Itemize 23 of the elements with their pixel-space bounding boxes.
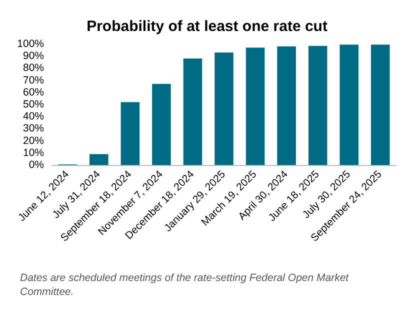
bar bbox=[308, 46, 328, 165]
y-tick-label: 50% bbox=[22, 98, 44, 110]
bar bbox=[214, 52, 234, 165]
y-tick-label: 90% bbox=[22, 50, 44, 62]
bar bbox=[183, 58, 202, 165]
y-tick-label: 60% bbox=[22, 86, 44, 98]
y-tick-label: 80% bbox=[22, 62, 44, 74]
y-tick-label: 10% bbox=[22, 146, 44, 159]
y-tick-label: 30% bbox=[22, 122, 44, 135]
y-tick-label: 20% bbox=[22, 134, 44, 147]
chart-title: Probability of at least one rate cut bbox=[86, 18, 328, 35]
bar bbox=[246, 48, 265, 165]
bar bbox=[152, 84, 171, 165]
bar bbox=[370, 44, 390, 165]
y-tick-label: 70% bbox=[22, 74, 44, 86]
bar bbox=[277, 46, 296, 165]
bar bbox=[120, 102, 140, 165]
y-tick-label: 100% bbox=[17, 38, 44, 50]
y-tick-label: 0% bbox=[28, 159, 44, 171]
bar bbox=[90, 154, 108, 165]
bar bbox=[340, 44, 358, 165]
text: Dates are scheduled meetings of the rate-setting Federal Open Market Committee. bbox=[20, 272, 352, 298]
y-tick-label: 40% bbox=[22, 110, 44, 123]
